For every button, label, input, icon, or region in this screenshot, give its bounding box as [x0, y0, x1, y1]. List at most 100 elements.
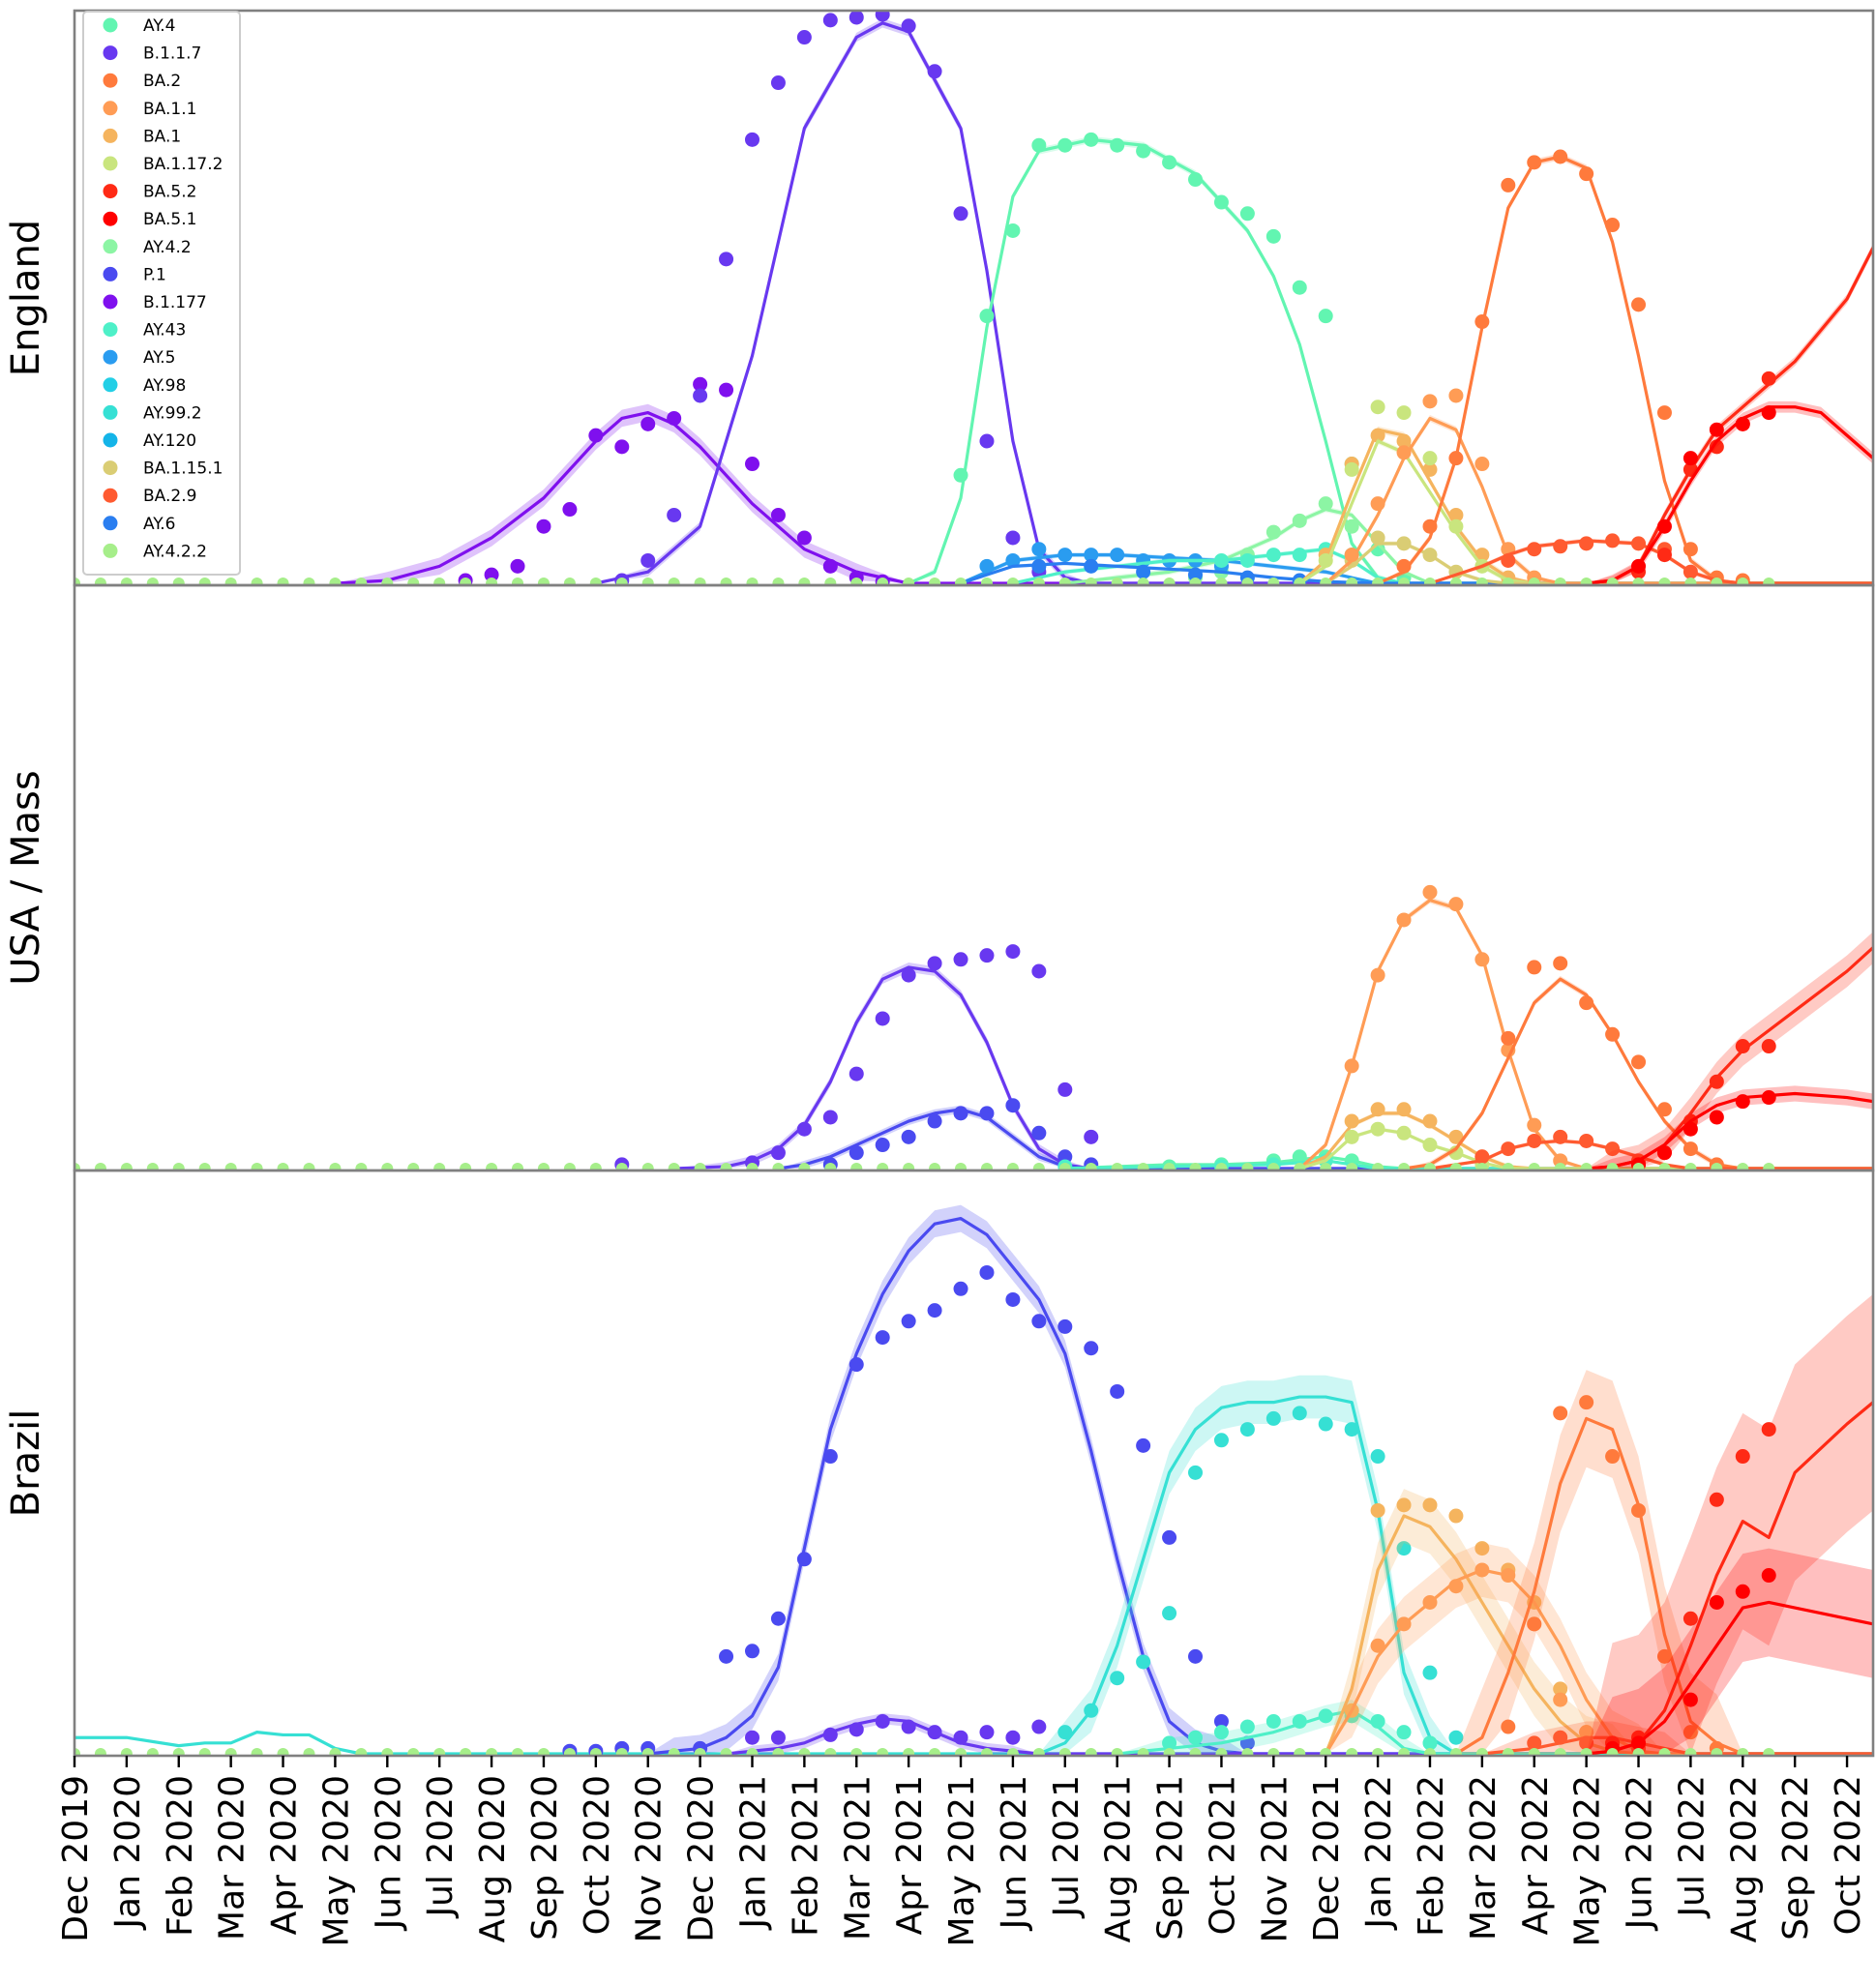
legend-label: B.1.177 [143, 293, 207, 312]
data-point-ba-5-2 [1762, 1422, 1776, 1437]
data-point-b-1-1-7 [667, 508, 681, 522]
data-point-ba-1-1 [1448, 388, 1463, 402]
baseline-point [929, 1163, 940, 1174]
x-tick-label: Jun 2022 [1621, 1775, 1660, 1931]
data-point-ay-99-2-wave [1345, 1422, 1359, 1437]
data-point-ay-4 [1031, 138, 1046, 153]
data-point-ba-2-9 [1605, 533, 1620, 548]
data-point-ba-1-17-2 [1319, 553, 1333, 568]
baseline-point [1033, 1748, 1045, 1760]
data-point-b-1-1-7 [876, 1011, 890, 1025]
data-point-ba-5-1 [1762, 1090, 1776, 1105]
data-point-ba-1-17-2 [1371, 1122, 1385, 1137]
x-tick-label: Apr 2020 [265, 1775, 305, 1935]
x-axis: Dec 2019 Jan 2020 Feb 2020 Mar 2020 Apr 2020… [56, 1756, 1868, 1947]
x-tick-label: Jul 2021 [1047, 1775, 1087, 1919]
data-point-ay-4 [1162, 155, 1176, 169]
data-point-ba-5-2 [1762, 1039, 1776, 1053]
baseline-point [538, 578, 550, 589]
data-point-ba-1-15-1 [1422, 548, 1437, 562]
data-point-ba-5-1 [1683, 1122, 1698, 1137]
data-point-ba-2-9 [1553, 1731, 1567, 1745]
data-point-ba-2 [1422, 519, 1437, 534]
data-point-ay-5 [979, 559, 994, 574]
data-point-ba-1-1 [1345, 548, 1359, 562]
baseline-point [1763, 578, 1774, 589]
data-point-ba-2 [1631, 1054, 1646, 1069]
data-point-b-1-1-7 [928, 956, 942, 970]
data-point-ay-4 [1084, 133, 1098, 147]
panel-frame [74, 585, 1873, 1170]
baseline-point [1086, 578, 1097, 589]
baseline-point [147, 1163, 159, 1174]
data-point-ba-1-1 [1345, 1058, 1359, 1073]
baseline-point [1033, 1163, 1045, 1174]
baseline-point [1086, 1748, 1097, 1760]
baseline-point [772, 1748, 784, 1760]
band-ba-5-1 [1587, 1085, 1873, 1169]
baseline-point [1164, 578, 1176, 589]
baseline-point [824, 1748, 836, 1760]
data-point-ba-2 [1397, 559, 1412, 574]
data-point-ba-5-1 [1736, 1585, 1750, 1599]
baseline-point [433, 578, 445, 589]
data-point-ay-4 [1319, 309, 1333, 323]
baseline-point [1633, 578, 1645, 589]
baseline-point [278, 578, 289, 589]
baseline-point [903, 1163, 914, 1174]
baseline-point [616, 578, 628, 589]
data-point-b-1-177 [797, 530, 812, 545]
data-point-ba-1-17-2 [1448, 519, 1463, 534]
data-point-p-1 [979, 1265, 994, 1280]
data-point-ay-99-2-wave [1188, 1466, 1203, 1480]
series-ba-1-17-2 [1299, 400, 1873, 583]
data-point-b-1-1-7 [954, 1731, 968, 1745]
baseline-point [798, 578, 810, 589]
data-point-p-1 [954, 1106, 968, 1120]
data-point-ba-2 [1501, 178, 1515, 193]
x-tick-label: Apr 2022 [1516, 1775, 1556, 1935]
data-point-b-1-1-7 [979, 948, 994, 963]
data-point-p-1 [902, 1314, 916, 1328]
baseline-point [746, 1163, 758, 1174]
legend-label: AY.5 [143, 348, 175, 368]
baseline-point [1007, 1163, 1019, 1174]
baseline-point [1138, 1163, 1149, 1174]
panels: EnglandUSA / MassBrazil [4, 8, 1873, 1761]
baseline-point [1737, 578, 1748, 589]
data-point-p-1 [902, 1130, 916, 1144]
baseline-point [669, 1748, 680, 1760]
legend-label: AY.4 [143, 16, 175, 36]
panel-frame [74, 11, 1873, 585]
series-ba-5-2 [1587, 243, 1873, 583]
data-point-ba-2 [1501, 1031, 1515, 1046]
baseline-point [824, 1163, 836, 1174]
data-point-ba-2 [1605, 1027, 1620, 1042]
data-point-ba-2 [1527, 155, 1541, 169]
baseline-point [1424, 1163, 1436, 1174]
data-point-ay-99-2-wave [1110, 1671, 1124, 1685]
baseline-point [981, 578, 993, 589]
baseline-point [1215, 578, 1227, 589]
baseline-point [1164, 1163, 1176, 1174]
data-point-ay-43 [1214, 1725, 1229, 1739]
data-point-ay-43 [1293, 548, 1307, 562]
baseline-point [1059, 1163, 1071, 1174]
baseline-point [798, 1163, 810, 1174]
legend-label: BA.1.1 [143, 100, 196, 119]
data-point-ba-2 [1527, 1616, 1541, 1631]
data-point-ba-2 [1657, 405, 1672, 420]
data-point-ay-99-2-wave [1136, 1654, 1150, 1669]
baseline-point [1658, 1163, 1670, 1174]
baseline-point [1241, 1748, 1253, 1760]
data-point-b-1-1-7 [719, 252, 733, 266]
legend-marker [104, 157, 118, 171]
baseline-point [1112, 1163, 1123, 1174]
data-point-ay-43 [1319, 1708, 1333, 1723]
data-point-b-1-1-7 [771, 1145, 786, 1160]
data-point-p-1 [797, 1552, 812, 1566]
legend-label: AY.6 [143, 515, 175, 534]
data-point-ba-2 [1553, 150, 1567, 164]
x-tick-label: Dec 2021 [1307, 1775, 1347, 1942]
